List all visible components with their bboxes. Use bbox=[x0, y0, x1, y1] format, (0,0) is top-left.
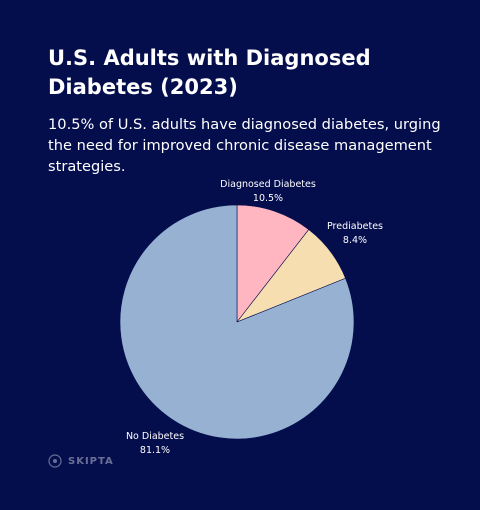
slice-label-no-diabetes: No Diabetes bbox=[126, 431, 184, 442]
page-subtitle: 10.5% of U.S. adults have diagnosed diab… bbox=[48, 116, 441, 175]
pie-slice-no-diabetes bbox=[119, 204, 355, 440]
skipta-logo-icon bbox=[48, 454, 62, 468]
slice-value-prediabetes: 8.4% bbox=[343, 235, 367, 246]
slice-value-diagnosed-diabetes: 10.5% bbox=[253, 193, 283, 204]
pie-slices bbox=[119, 204, 355, 440]
slice-label-diagnosed-diabetes: Diagnosed Diabetes bbox=[220, 179, 316, 190]
slice-value-no-diabetes: 81.1% bbox=[140, 445, 170, 456]
page-title: U.S. Adults with Diagnosed Diabetes (202… bbox=[48, 46, 371, 99]
brand-watermark: SKIPTA bbox=[48, 454, 114, 468]
slice-label-prediabetes: Prediabetes bbox=[327, 221, 383, 232]
pie-slice-diagnosed-diabetes bbox=[236, 204, 310, 323]
pie-labels: Diagnosed Diabetes 10.5% Prediabetes 8.4% No… bbox=[126, 179, 383, 456]
brand-name: SKIPTA bbox=[68, 455, 114, 467]
